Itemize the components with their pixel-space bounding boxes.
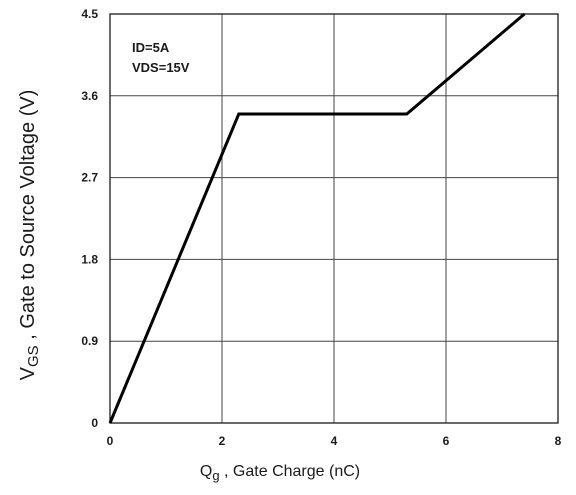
- x-tick-label: 2: [219, 434, 226, 448]
- x-tick-labels: 0 2 4 6 8: [107, 434, 562, 448]
- y-tick-label: 0: [91, 416, 98, 430]
- y-tick-label: 0.9: [81, 334, 98, 348]
- series-line: [108, 12, 526, 424]
- x-tick-label: 8: [555, 434, 562, 448]
- x-axis-label-main: Q: [200, 463, 212, 480]
- y-axis-label-subscript: GS: [25, 345, 42, 367]
- y-tick-labels: 0 0.9 1.8 2.7 3.6 4.5: [81, 7, 98, 430]
- y-axis-label: VGS , Gate to Source Voltage (V): [17, 90, 42, 381]
- y-tick-label: 2.7: [81, 171, 98, 185]
- y-tick-label: 3.6: [81, 89, 98, 103]
- x-axis-label: Qg , Gate Charge (nC): [200, 463, 360, 483]
- y-axis-label-rest: , Gate to Source Voltage (V): [17, 90, 39, 346]
- annotation-line: ID=5A: [132, 40, 170, 55]
- y-axis-label-main: V: [17, 366, 39, 380]
- grid-lines: [110, 14, 558, 423]
- x-axis-label-subscript: g: [212, 468, 219, 483]
- x-tick-label: 4: [331, 434, 338, 448]
- x-tick-label: 6: [443, 434, 450, 448]
- annotation-block: ID=5A VDS=15V: [132, 40, 190, 75]
- x-tick-label: 0: [107, 434, 114, 448]
- y-tick-label: 1.8: [81, 252, 98, 266]
- x-axis-label-rest: , Gate Charge (nC): [220, 463, 361, 480]
- annotation-line: VDS=15V: [132, 60, 190, 75]
- plot-area-frame: [109, 13, 559, 424]
- y-tick-label: 4.5: [81, 7, 98, 21]
